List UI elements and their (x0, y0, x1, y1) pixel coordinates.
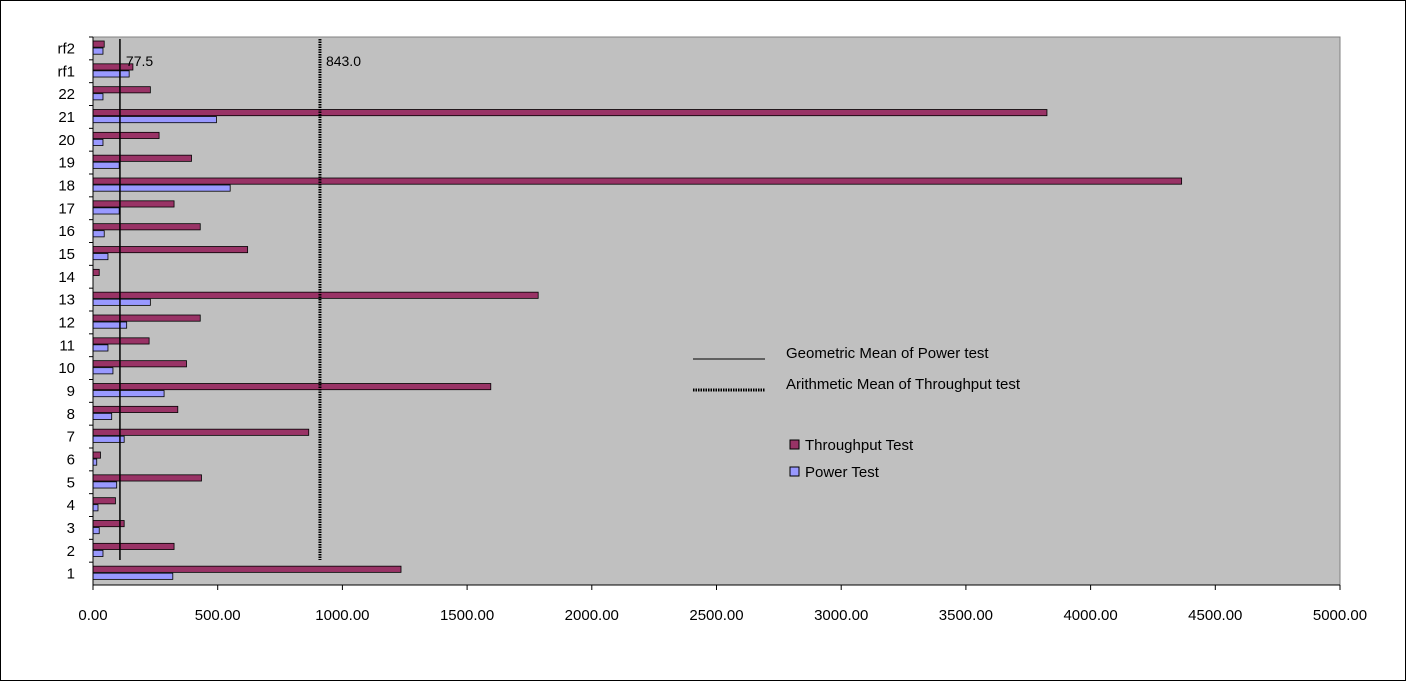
bar-power-13 (92, 298, 151, 306)
bar-throughput-21 (92, 109, 1048, 117)
y-tick-label-5: 5 (67, 474, 75, 491)
bar-throughput-2 (92, 542, 175, 550)
x-tick-label: 2500.00 (689, 607, 743, 624)
bar-power-6 (92, 458, 98, 466)
y-tick-label-11: 11 (59, 337, 75, 354)
plot-area (92, 36, 1341, 586)
bars-layer (92, 40, 1183, 580)
bar-throughput-8 (92, 405, 179, 413)
legend-label-0: Geometric Mean of Power test (786, 345, 989, 362)
y-tick-label-9: 9 (67, 383, 75, 400)
x-tick-label: 500.00 (195, 607, 241, 624)
x-tick-label: 3000.00 (814, 607, 868, 624)
bar-power-19 (92, 161, 120, 169)
y-tick-label-19: 19 (58, 155, 75, 172)
bar-power-10 (92, 367, 114, 375)
y-tick-label-rf2: rf2 (57, 40, 75, 57)
x-tick-label: 3500.00 (939, 607, 993, 624)
bar-throughput-14 (92, 268, 100, 276)
y-tick-label-4: 4 (67, 497, 75, 514)
bar-throughput-15 (92, 246, 249, 254)
arithmetic-mean-label: 843.0 (326, 53, 361, 69)
bar-throughput-10 (92, 360, 187, 368)
bar-power-11 (92, 344, 109, 352)
bar-throughput-5 (92, 474, 202, 482)
x-tick-label: 5000.00 (1313, 607, 1367, 624)
bar-power-rf2 (92, 47, 104, 55)
legend-series-label-0: Throughput Test (805, 437, 914, 454)
bar-throughput-16 (92, 223, 201, 231)
y-tick-label-8: 8 (67, 406, 75, 423)
y-tick-label-17: 17 (58, 200, 75, 217)
bar-throughput-9 (92, 383, 492, 391)
bar-power-rf1 (92, 70, 130, 78)
bar-throughput-rf2 (92, 40, 105, 48)
bar-power-22 (92, 93, 104, 101)
bar-power-4 (92, 504, 99, 512)
bar-throughput-18 (92, 177, 1183, 185)
bar-power-21 (92, 116, 217, 124)
y-tick-label-10: 10 (58, 360, 75, 377)
x-tick-label: 1000.00 (315, 607, 369, 624)
y-tick-label-14: 14 (58, 269, 75, 286)
bar-power-5 (92, 481, 118, 489)
bar-power-8 (92, 412, 113, 420)
bar-power-12 (92, 321, 128, 329)
x-tick-label: 2000.00 (565, 607, 619, 624)
bar-power-17 (92, 207, 120, 215)
bar-throughput-6 (92, 451, 101, 459)
legend-label-1: Arithmetic Mean of Throughput test (786, 376, 1021, 393)
y-tick-label-21: 21 (58, 109, 75, 126)
bar-throughput-19 (92, 154, 192, 162)
legend-swatch-1 (789, 466, 800, 477)
geometric-mean-label: 77.5 (126, 53, 153, 69)
y-tick-label-18: 18 (58, 177, 75, 194)
y-tick-label-16: 16 (58, 223, 75, 240)
bar-power-1 (92, 572, 174, 580)
bar-throughput-12 (92, 314, 201, 322)
axes: 12345678910111213141516171819202122rf1rf… (57, 36, 1367, 624)
legend-series-label-1: Power Test (805, 464, 880, 481)
y-tick-label-2: 2 (67, 543, 75, 560)
y-tick-label-22: 22 (58, 86, 75, 103)
legend-swatch-0 (789, 439, 800, 450)
y-tick-label-20: 20 (58, 132, 75, 149)
bar-throughput-17 (92, 200, 175, 208)
bar-throughput-22 (92, 86, 151, 94)
x-tick-label: 4500.00 (1188, 607, 1242, 624)
bar-throughput-4 (92, 497, 116, 505)
y-tick-label-3: 3 (67, 520, 75, 537)
x-tick-label: 4000.00 (1063, 607, 1117, 624)
bar-power-16 (92, 230, 105, 238)
bar-power-2 (92, 549, 104, 557)
bar-throughput-7 (92, 428, 310, 436)
y-tick-label-15: 15 (58, 246, 75, 263)
y-tick-label-13: 13 (58, 292, 75, 309)
bar-throughput-11 (92, 337, 150, 345)
y-tick-label-12: 12 (58, 314, 75, 331)
legend: Geometric Mean of Power test Arithmetic M… (693, 345, 1021, 481)
bar-throughput-13 (92, 291, 539, 299)
bar-power-18 (92, 184, 231, 192)
y-tick-label-1: 1 (67, 566, 75, 583)
bar-power-15 (92, 253, 109, 261)
x-tick-label: 1500.00 (440, 607, 494, 624)
x-tick-label: 0.00 (78, 607, 107, 624)
bar-throughput-20 (92, 131, 160, 139)
bar-power-9 (92, 390, 165, 398)
bar-power-3 (92, 527, 100, 535)
y-tick-label-rf1: rf1 (57, 63, 75, 80)
y-tick-label-6: 6 (67, 451, 75, 468)
bar-throughput-1 (92, 565, 402, 573)
y-tick-label-7: 7 (67, 429, 75, 446)
reference-lines: 77.5 843.0 (119, 39, 361, 560)
bar-power-20 (92, 138, 104, 146)
